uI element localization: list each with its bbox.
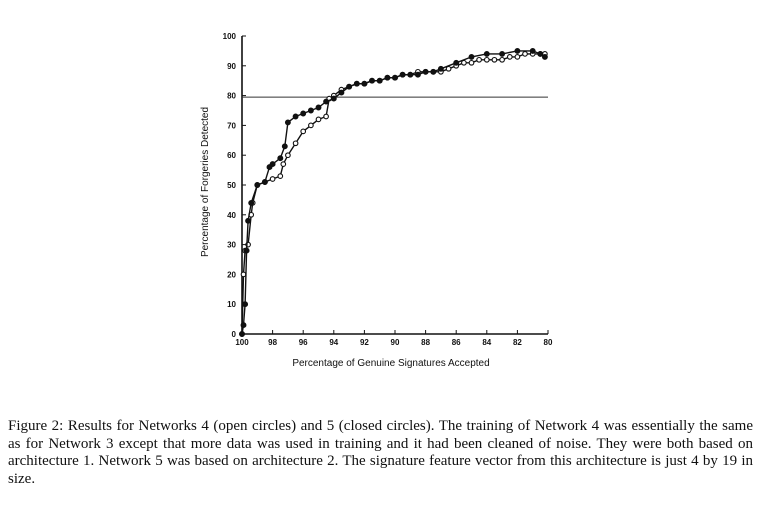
series-open-point [269, 176, 276, 182]
series-closed-point [430, 68, 437, 75]
series-closed-point [483, 50, 490, 57]
x-axis-title: Percentage of Genuine Signatures Accepte… [292, 358, 489, 369]
y-tick-label: 40 [227, 211, 236, 220]
figure-caption: Figure 2: Results for Networks 4 (open c… [8, 418, 753, 487]
series-closed-point [399, 71, 406, 78]
series-open-point [476, 56, 482, 63]
x-tick-label: 94 [329, 338, 338, 347]
x-tick-label: 88 [421, 338, 430, 347]
x-tick-label: 82 [513, 338, 522, 347]
x-tick-label: 96 [299, 338, 308, 347]
series-closed-point [499, 50, 506, 57]
series-closed-point [338, 89, 345, 96]
series-closed-point [369, 77, 375, 84]
series-closed-point [414, 71, 421, 78]
series-open-point [292, 140, 299, 147]
series-closed-point [537, 50, 544, 57]
series-closed-point [281, 143, 288, 150]
x-tick-label: 100 [235, 338, 249, 347]
series-closed-point [323, 98, 330, 105]
series-open-point [506, 54, 513, 60]
series-closed-point [437, 65, 444, 72]
series-closed-point [239, 331, 245, 337]
series-open-point [468, 59, 475, 66]
series-closed-point [307, 107, 314, 114]
plot-area: 0 10 20 30 40 50 60 70 80 90 100 100 98 96 94 92 90 88 86 8… [223, 32, 553, 347]
x-tick-label: 84 [482, 338, 491, 347]
series-closed-point [292, 113, 299, 120]
series-closed-point [300, 110, 307, 117]
series-closed-point [284, 119, 291, 126]
series-open-point [308, 122, 314, 129]
y-tick-label: 30 [227, 241, 236, 250]
series-closed-point [384, 74, 391, 81]
series-open-line [241, 53, 545, 335]
series-closed-point [514, 47, 521, 54]
x-tick-label: 92 [360, 338, 369, 347]
series-closed-point [453, 59, 460, 66]
series-open-point [285, 152, 291, 159]
series-closed-point [346, 83, 353, 90]
series-open-point [514, 54, 521, 60]
series-closed-point [468, 53, 475, 60]
chart: 0 10 20 30 40 50 60 70 80 90 100 100 98 96 94 92 90 88 86 8… [200, 32, 553, 369]
series-closed-point [330, 95, 337, 102]
series-closed-point [315, 104, 322, 111]
series-closed-point [240, 322, 247, 329]
series-closed-point [361, 80, 368, 87]
series-open-point [445, 65, 452, 72]
series-closed-line [241, 50, 546, 335]
series-closed-point [541, 53, 548, 60]
series-closed-point [261, 179, 268, 185]
x-tick-label: 90 [391, 338, 400, 347]
series-closed-point [392, 74, 398, 81]
series-open-point [240, 271, 247, 278]
series-closed-point [248, 199, 255, 206]
y-axis-title: Percentage of Forgeries Detected [200, 107, 211, 257]
x-tick-label: 86 [452, 338, 461, 347]
series-closed-point [245, 217, 252, 224]
series-closed-point [376, 77, 383, 84]
x-tick-label: 80 [544, 338, 553, 347]
x-tick-label: 98 [268, 338, 277, 347]
y-tick-label: 50 [227, 181, 236, 190]
y-tick-label: 60 [227, 151, 236, 160]
y-tick-label: 70 [227, 121, 236, 130]
series-closed-point [353, 80, 360, 87]
series-closed-point [269, 161, 276, 168]
y-tick-label: 20 [227, 270, 236, 279]
y-tick-label: 90 [227, 62, 236, 71]
series-open-point [277, 173, 284, 179]
series-open-point [315, 116, 322, 123]
y-tick-label: 0 [232, 330, 237, 339]
series-closed-point [529, 47, 536, 54]
y-tick-label: 80 [227, 92, 236, 101]
y-tick-label: 100 [223, 32, 237, 41]
series-open-point [300, 128, 307, 135]
series-closed-point [407, 71, 414, 78]
series-closed-point [242, 301, 249, 308]
series-open-point [323, 113, 329, 120]
series-open-point [499, 56, 505, 63]
y-tick-label: 10 [227, 300, 236, 309]
series-closed-point [422, 68, 429, 75]
series-open-point [491, 56, 498, 63]
series-open-point [483, 56, 490, 63]
series-closed-point [243, 247, 250, 254]
series-closed-point [254, 182, 261, 188]
series-open-point [280, 161, 287, 167]
series-open-point [522, 51, 528, 57]
series-closed-point [277, 155, 284, 162]
